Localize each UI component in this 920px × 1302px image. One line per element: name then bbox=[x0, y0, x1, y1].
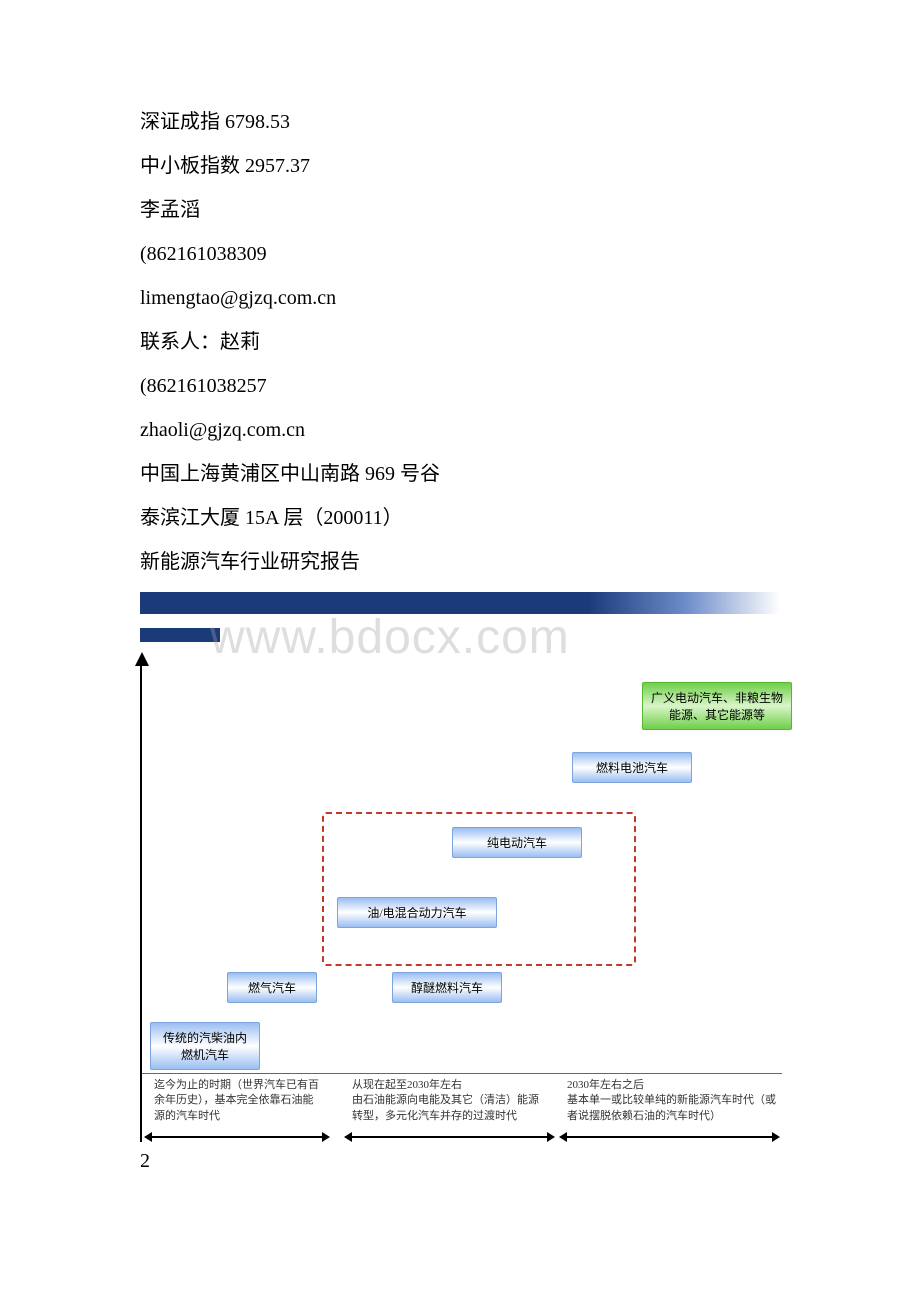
page-number: 2 bbox=[140, 1150, 780, 1173]
index-shenzhen: 深证成指 6798.53 bbox=[140, 100, 780, 144]
era-1-arrow bbox=[152, 1136, 322, 1138]
report-title: 新能源汽车行业研究报告 bbox=[140, 540, 780, 584]
box-gas: 燃气汽车 bbox=[227, 972, 317, 1003]
header-bar bbox=[140, 592, 780, 614]
box-hybrid: 油/电混合动力汽车 bbox=[337, 897, 497, 928]
box-pure-ev: 纯电动汽车 bbox=[452, 827, 582, 858]
analyst-name: 李孟滔 bbox=[140, 188, 780, 232]
contact-email: zhaoli@gjzq.com.cn bbox=[140, 408, 780, 452]
box-alcohol: 醇醚燃料汽车 bbox=[392, 972, 502, 1003]
y-axis-arrow-icon bbox=[135, 652, 149, 666]
box-traditional: 传统的汽柴油内燃机汽车 bbox=[150, 1022, 260, 1070]
era-2-arrow bbox=[352, 1136, 547, 1138]
era-1-label: 迄今为止的时期（世界汽车已有百余年历史），基本完全依靠石油能源的汽车时代 bbox=[154, 1078, 324, 1124]
watermark-text: www.bdocx.com bbox=[210, 610, 570, 665]
evolution-diagram: 广义电动汽车、非粮生物能源、其它能源等 燃料电池汽车 纯电动汽车 油/电混合动力… bbox=[140, 662, 782, 1142]
analyst-phone: (862161038309 bbox=[140, 232, 780, 276]
contact-name: 联系人：赵莉 bbox=[140, 320, 780, 364]
address-line2: 泰滨江大厦 15A 层（200011） bbox=[140, 496, 780, 540]
address-line1: 中国上海黄浦区中山南路 969 号谷 bbox=[140, 452, 780, 496]
analyst-email: limengtao@gjzq.com.cn bbox=[140, 276, 780, 320]
era-2-label: 从现在起至2030年左右 由石油能源向电能及其它（清洁）能源转型，多元化汽车并存… bbox=[352, 1078, 547, 1124]
sub-bar bbox=[140, 628, 220, 642]
box-broad-ev: 广义电动汽车、非粮生物能源、其它能源等 bbox=[642, 682, 792, 730]
horizontal-divider bbox=[142, 1073, 782, 1074]
contact-phone: (862161038257 bbox=[140, 364, 780, 408]
era-3-arrow bbox=[567, 1136, 772, 1138]
era-3-label: 2030年左右之后 基本单一或比较单纯的新能源汽车时代（或者说摆脱依赖石油的汽车… bbox=[567, 1078, 782, 1124]
index-sme: 中小板指数 2957.37 bbox=[140, 144, 780, 188]
box-fuel-cell: 燃料电池汽车 bbox=[572, 752, 692, 783]
